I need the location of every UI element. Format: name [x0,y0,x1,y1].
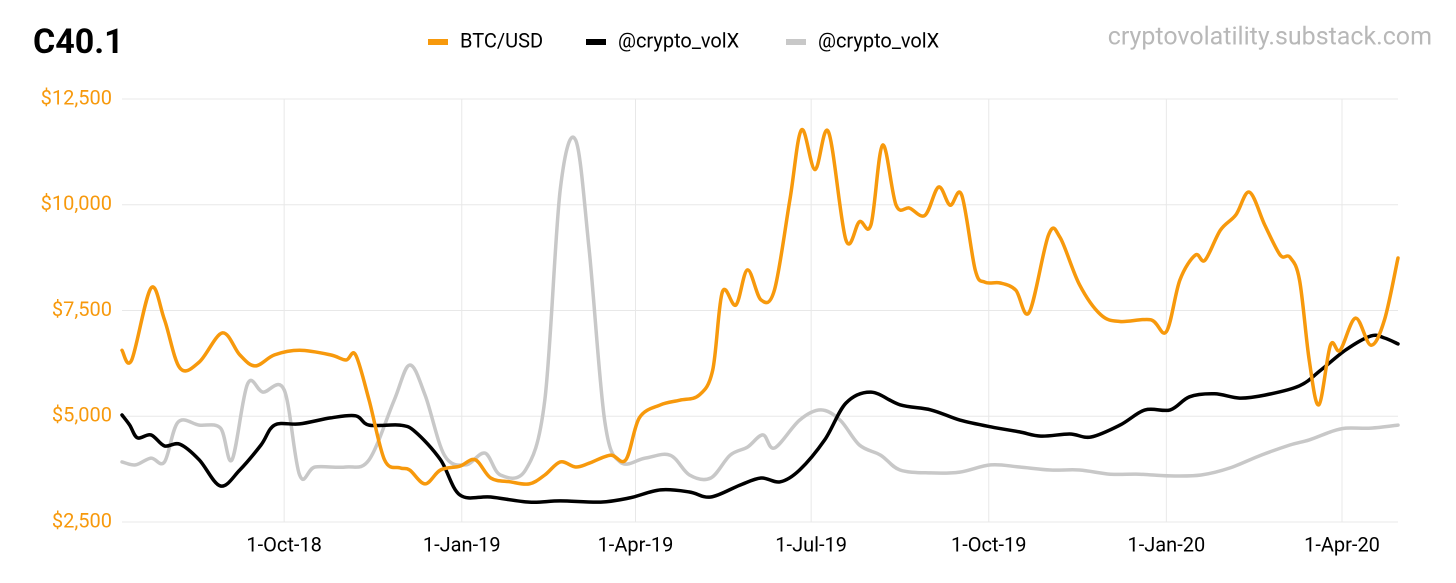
series-line [120,333,1400,504]
axis-labels: $2,500 $5,000 $7,500 $10,000 $12,500 1-Oct-18… [41,85,1380,556]
y-tick-label: $10,000 [41,191,112,215]
x-tick-label: 1-Oct-18 [246,532,322,556]
legend-label: @crypto_volX [618,28,740,52]
legend-label: BTC/USD [460,28,543,52]
y-tick-label: $7,500 [52,297,112,321]
x-tick-label: 1-Apr-20 [1304,532,1380,556]
x-tick-label: 1-Jul-19 [775,532,847,556]
source: cryptovolatility.substack.com [1108,23,1432,52]
chart-title: C40.1 [33,22,124,62]
x-tick-label: 1-Jan-20 [1127,532,1205,556]
y-tick-label: $12,500 [41,85,112,109]
series-line [120,128,1400,486]
legend-label: @crypto_volX [818,28,940,52]
y-tick-label: $5,000 [52,403,112,427]
legend: BTC/USD @crypto_volX @crypto_volX [428,28,940,52]
grid [122,98,1398,523]
x-tick-label: 1-Apr-19 [598,532,674,556]
lines [120,128,1400,504]
series-line [120,135,1400,482]
x-tick-label: 1-Jan-19 [423,532,501,556]
x-tick-label: 1-Oct-19 [951,532,1027,556]
y-tick-label: $2,500 [52,508,112,532]
